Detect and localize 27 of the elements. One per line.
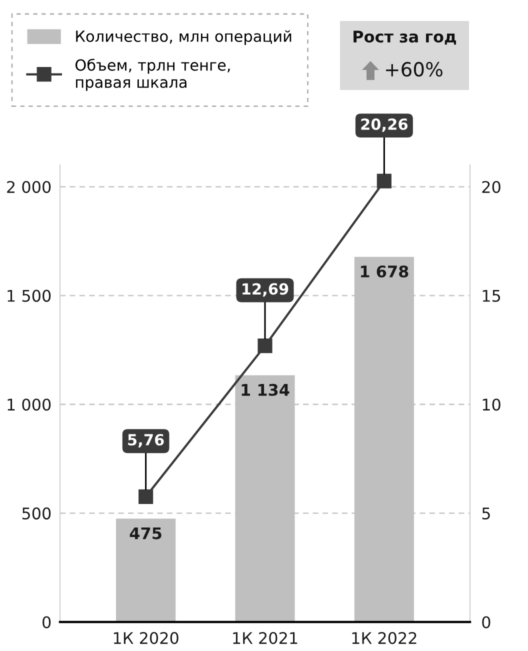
data-label: 20,26 bbox=[361, 118, 408, 132]
y2-tick-label: 10 bbox=[482, 398, 500, 411]
y-tick-label: 0 bbox=[42, 616, 51, 628]
x-tick-label: 1К 2021 bbox=[233, 632, 298, 644]
y-tick-label: 1 000 bbox=[8, 398, 51, 411]
y2-tick-label: 15 bbox=[482, 290, 500, 302]
y-tick-label: 2 000 bbox=[7, 180, 51, 194]
point bbox=[376, 174, 392, 188]
point bbox=[258, 338, 272, 354]
legend-label: Количество, млн операций bbox=[76, 30, 292, 45]
data-label: 1 134 bbox=[242, 384, 290, 396]
y2-tick-label: 20 bbox=[482, 180, 500, 194]
text: +60% bbox=[386, 62, 442, 77]
x-tick-label: 1К 2022 bbox=[352, 632, 416, 644]
y2-tick-label: 5 bbox=[482, 508, 490, 520]
legend-label: Объем, трлн тенге, правая шкала bbox=[75, 58, 230, 91]
text: Рост за год bbox=[354, 30, 456, 45]
data-label: 12,69 bbox=[242, 283, 288, 297]
y-tick-label: 1 500 bbox=[8, 290, 51, 302]
point bbox=[138, 489, 154, 504]
y2-tick-label: 0 bbox=[482, 616, 490, 628]
x-tick-label: 1К 2020 bbox=[114, 632, 178, 644]
y-tick-label: 500 bbox=[22, 507, 51, 520]
data-label: 475 bbox=[130, 527, 162, 540]
bar bbox=[116, 518, 176, 622]
data-label: 1 678 bbox=[360, 265, 408, 278]
data-label: 5,76 bbox=[128, 434, 164, 448]
